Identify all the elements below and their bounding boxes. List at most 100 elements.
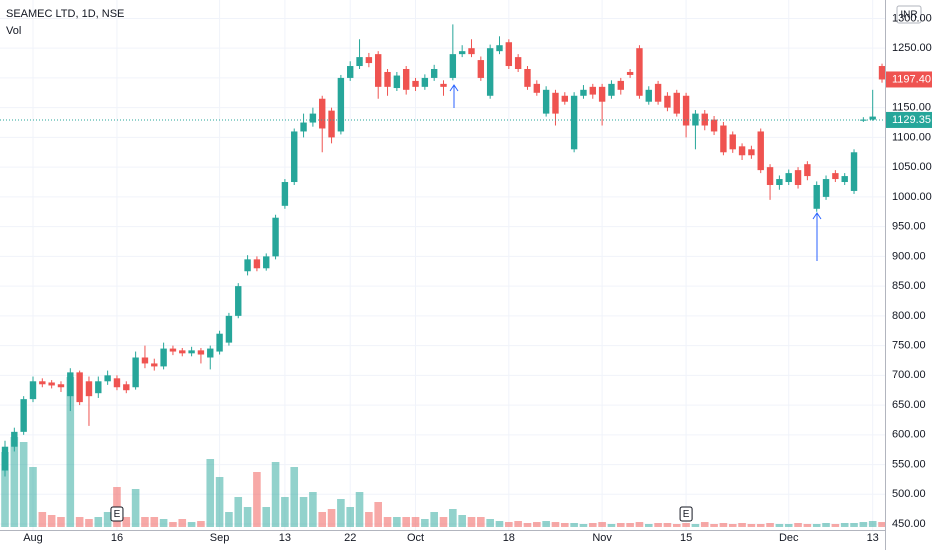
candle-body xyxy=(552,92,559,114)
currency-label[interactable]: INR xyxy=(900,10,917,21)
volume-bar xyxy=(812,524,821,527)
volume-bar xyxy=(393,517,401,527)
volume-bar xyxy=(365,512,373,527)
x-tick-label: 15 xyxy=(680,532,692,544)
volume-bar xyxy=(10,437,19,527)
volume-bar xyxy=(430,512,438,527)
candle-body xyxy=(496,45,503,52)
candle-body xyxy=(692,113,699,126)
y-tick-label: 1100.00 xyxy=(892,131,931,143)
earnings-label: E xyxy=(683,509,690,520)
candle-body xyxy=(179,350,186,354)
volume-bar xyxy=(766,523,774,527)
x-tick-label: 16 xyxy=(111,532,123,544)
volume-bar xyxy=(607,524,616,527)
candle-body xyxy=(664,95,671,108)
candle-body xyxy=(813,184,820,209)
volume-bar xyxy=(505,522,513,527)
volume-bar xyxy=(551,522,560,527)
candle-body xyxy=(878,66,886,80)
candle-body xyxy=(123,384,130,391)
y-tick-label: 600.00 xyxy=(892,429,926,441)
volume-bar xyxy=(570,523,578,527)
volume-bar xyxy=(262,507,271,527)
volume-bar xyxy=(542,521,550,527)
candle-body xyxy=(291,131,298,183)
x-tick-label: Oct xyxy=(407,532,424,544)
candle-body xyxy=(766,167,774,185)
candle-body xyxy=(524,69,531,87)
candle-body xyxy=(757,131,764,171)
volume-bar xyxy=(616,523,625,527)
volume-bar xyxy=(747,524,756,527)
volume-bar xyxy=(579,524,588,527)
y-tick-label: 950.00 xyxy=(892,221,926,233)
y-tick-label: 700.00 xyxy=(892,369,926,381)
y-tick-label: 900.00 xyxy=(892,250,926,262)
y-tick-label: 500.00 xyxy=(892,488,926,500)
candle-body xyxy=(76,372,83,403)
volume-bar xyxy=(281,497,289,527)
candle-body xyxy=(785,173,792,183)
volume-bar xyxy=(477,517,485,527)
volume-bar xyxy=(467,517,476,527)
volume-bar xyxy=(756,524,765,527)
volume-bar xyxy=(327,509,336,527)
candle-body xyxy=(412,80,419,87)
candle-body xyxy=(207,348,214,358)
candle-body xyxy=(617,80,624,90)
candle-body xyxy=(197,350,205,355)
volume-bar xyxy=(700,522,709,527)
candle-body xyxy=(794,170,802,185)
volume-bar xyxy=(775,524,784,527)
grid xyxy=(0,0,885,530)
candle-body xyxy=(542,89,550,114)
candle-body xyxy=(720,125,727,153)
volume-bar xyxy=(215,477,224,527)
volume-bar xyxy=(728,524,737,527)
candle-body xyxy=(449,54,457,78)
candle-body xyxy=(67,372,74,397)
volume-bar xyxy=(626,523,634,527)
candle-body xyxy=(57,384,65,388)
currency-box[interactable] xyxy=(896,5,922,24)
candle-body xyxy=(402,69,410,90)
candle-body xyxy=(477,60,485,78)
y-tick-label: 850.00 xyxy=(892,280,926,292)
volume-bar xyxy=(103,512,112,527)
candle-body xyxy=(263,256,270,269)
candle-body xyxy=(850,152,858,191)
volume-bar xyxy=(738,523,746,527)
chart-title: SEAMEC LTD, 1D, NSE xyxy=(6,8,124,20)
volume-bar xyxy=(794,523,802,527)
volume-bar xyxy=(75,517,84,527)
candle-body xyxy=(393,75,401,89)
volume-bar xyxy=(383,517,392,527)
candle-body xyxy=(458,51,466,55)
candle-body xyxy=(216,333,223,352)
y-tick-label: 450.00 xyxy=(892,518,926,530)
volume-bar xyxy=(66,377,75,527)
volume-bar xyxy=(346,507,355,527)
candle-body xyxy=(654,83,662,102)
volume-bar xyxy=(523,523,532,527)
candle-body xyxy=(598,86,606,102)
volume-bar xyxy=(225,512,233,527)
x-tick-label: Aug xyxy=(23,532,43,544)
y-tick-label: 750.00 xyxy=(892,340,926,352)
candle-body xyxy=(365,57,373,64)
candle-body xyxy=(626,71,634,75)
candle-body xyxy=(356,57,363,67)
candle-body xyxy=(710,119,718,132)
candle-body xyxy=(169,348,177,352)
candle-body xyxy=(860,119,867,121)
price-line-label: 1129.35 xyxy=(892,114,931,126)
candle-body xyxy=(701,113,708,126)
volume-bar xyxy=(271,462,280,527)
candle-body xyxy=(384,71,391,87)
volume-bar xyxy=(561,523,569,527)
volume-bar xyxy=(868,521,877,527)
candle-body xyxy=(300,122,307,132)
candle-body xyxy=(11,431,18,447)
